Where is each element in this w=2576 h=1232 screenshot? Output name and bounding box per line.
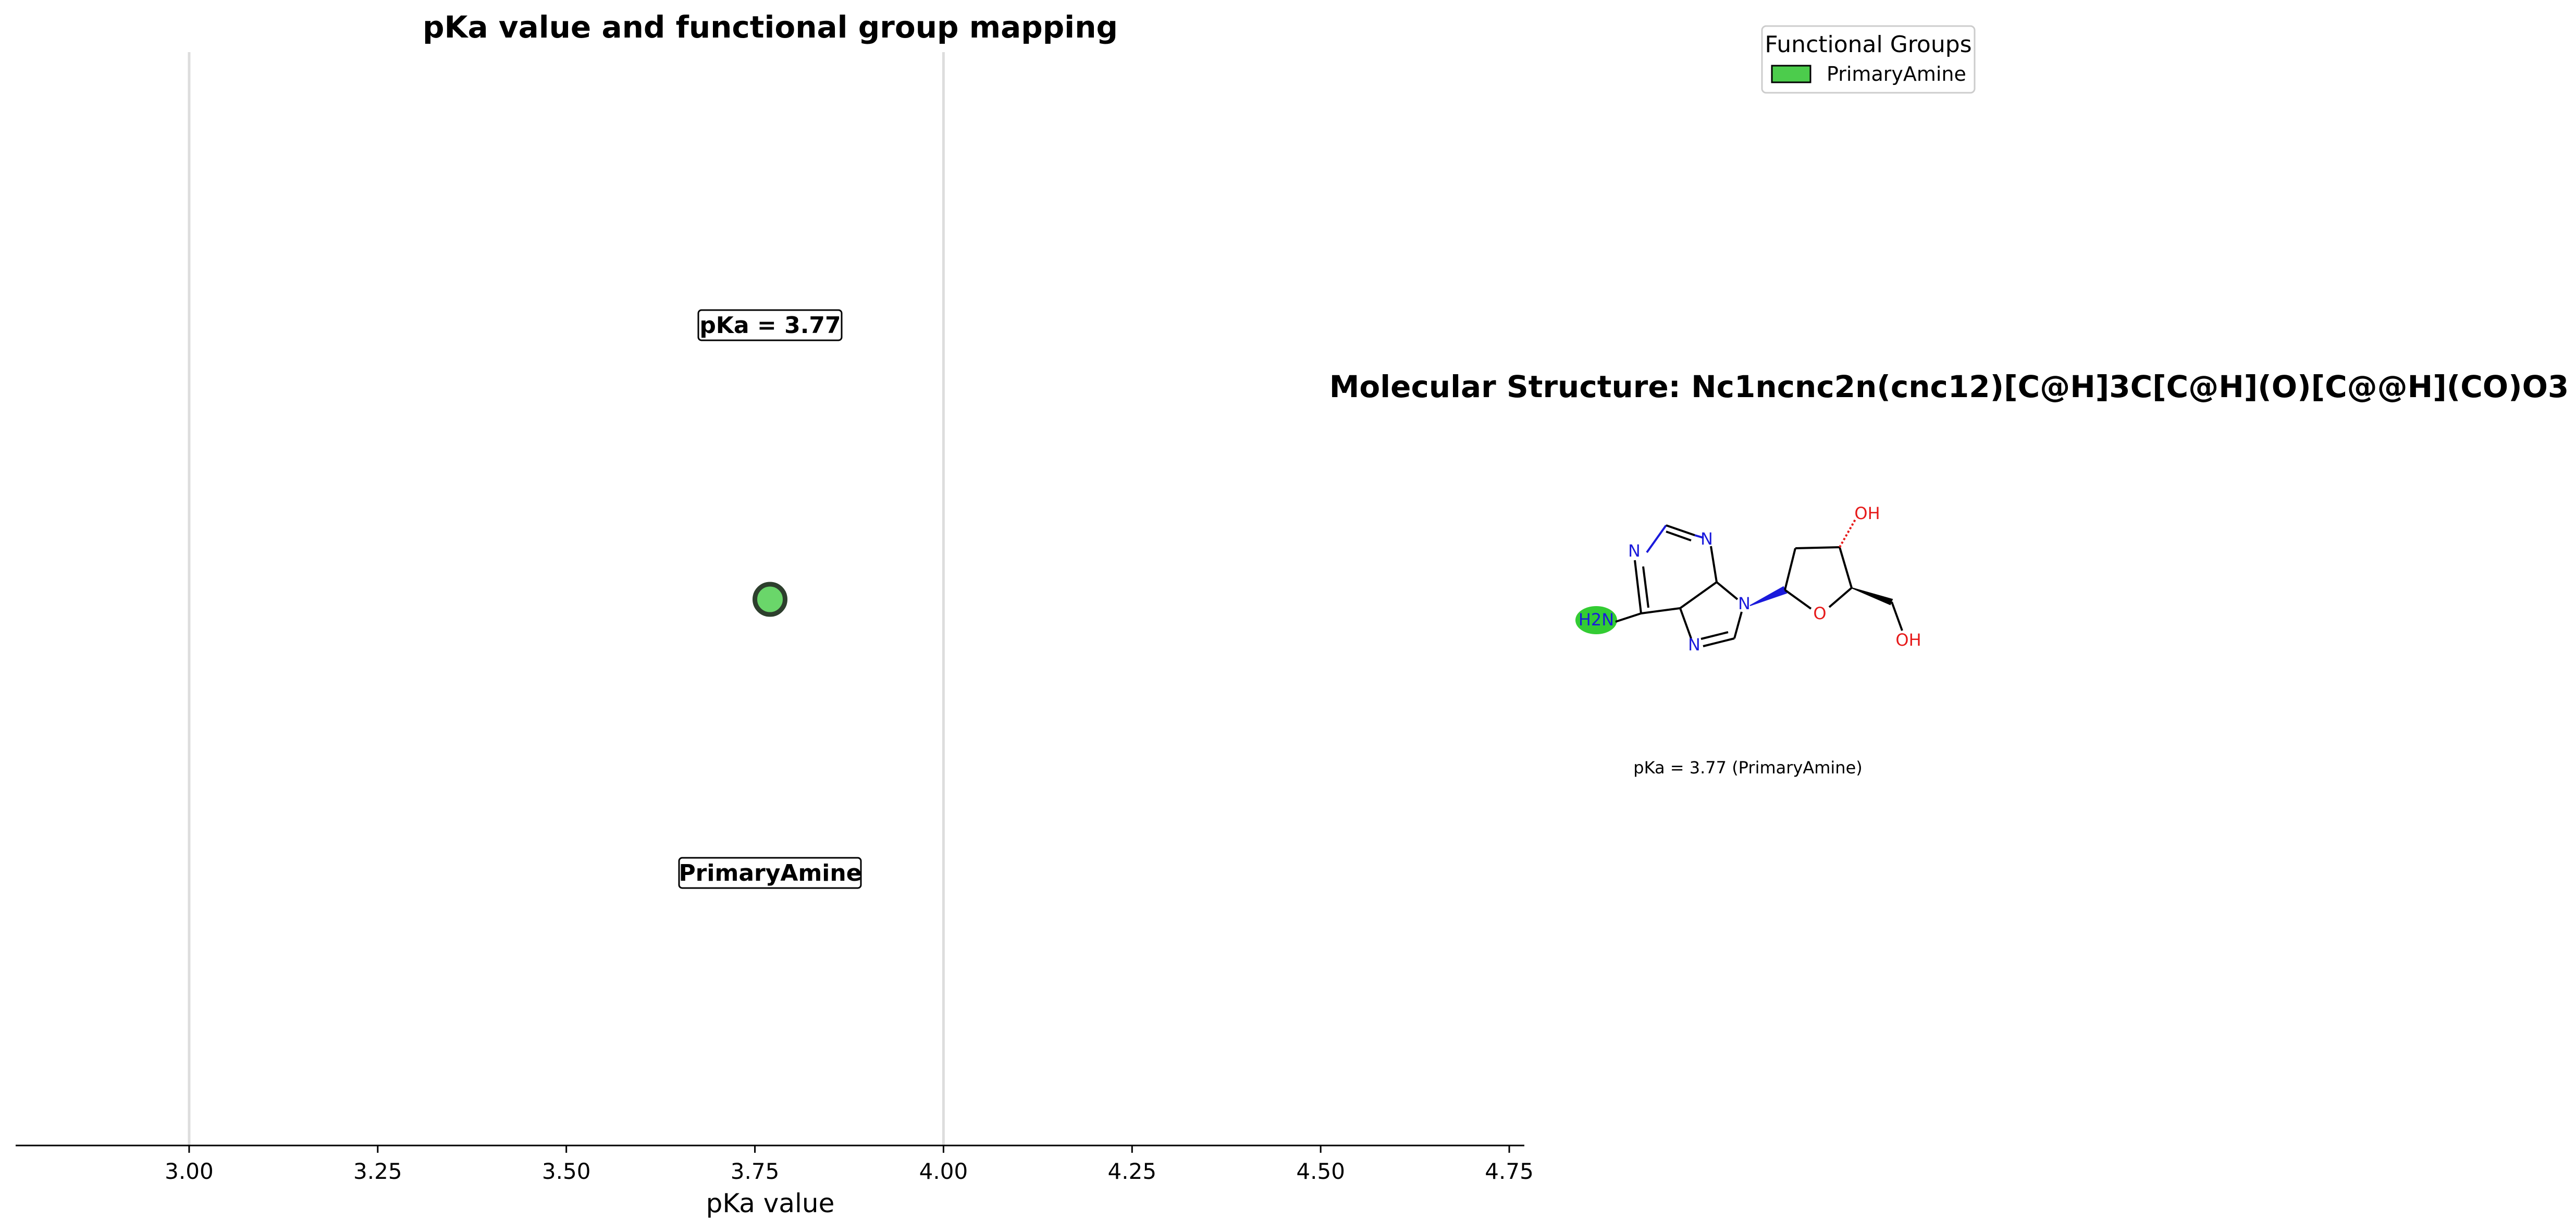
pka-value-label: pKa = 3.77	[699, 312, 841, 339]
group-label: PrimaryAmine	[679, 860, 861, 886]
molecule-title: Molecular Structure: Nc1ncnc2n(cnc12)[C@…	[1329, 369, 2569, 404]
pka-value-annotation: pKa = 3.77	[697, 309, 843, 341]
atom-n3: N	[1700, 529, 1713, 549]
atom-hydroxyl-5: OH	[1895, 630, 1921, 650]
x-tick-label: 3.25	[353, 1159, 402, 1184]
bond	[1615, 612, 1642, 623]
x-axis-title: pKa value	[706, 1188, 835, 1218]
x-tick-label: 3.50	[542, 1159, 591, 1184]
bond	[1839, 519, 1856, 548]
bond	[1839, 547, 1853, 588]
group-annotation: PrimaryAmine	[678, 857, 862, 889]
x-tick-label: 3.00	[165, 1159, 214, 1184]
pka-value-box	[697, 309, 843, 341]
group-label-box	[678, 857, 862, 889]
bond	[1710, 546, 1718, 583]
bond	[1784, 589, 1812, 610]
amine-highlight	[1575, 606, 1617, 634]
bond	[1666, 524, 1695, 536]
legend: Functional Groups PrimaryAmine	[1761, 25, 1976, 94]
bond	[1716, 581, 1739, 600]
x-tick-label: 4.50	[1296, 1159, 1345, 1184]
atom-hydroxyl-3: OH	[1854, 503, 1880, 523]
reference-lines	[188, 52, 945, 1145]
bond	[1828, 587, 1853, 608]
x-tick-label: 4.75	[1485, 1159, 1534, 1184]
bond	[1733, 611, 1743, 639]
bond	[1666, 531, 1692, 541]
bond	[1642, 566, 1649, 608]
bond	[1784, 548, 1796, 590]
bond	[1646, 524, 1667, 553]
bond	[1634, 560, 1642, 614]
chart-title: pKa value and functional group mapping	[423, 9, 1118, 45]
data-point	[753, 582, 787, 617]
bond	[1891, 601, 1903, 631]
wedge-bond	[1851, 587, 1893, 606]
bond	[1694, 534, 1704, 539]
atom-n9: N	[1738, 594, 1751, 613]
bond	[1700, 631, 1729, 640]
atom-amine: H2N	[1579, 610, 1614, 630]
data-points	[753, 582, 787, 617]
molecule-caption: pKa = 3.77 (PrimaryAmine)	[1633, 758, 1862, 778]
wedge-bond	[1749, 586, 1788, 606]
bond	[1679, 608, 1692, 639]
x-ticks: 3.00 3.25 3.50 3.75 4.00 4.25 4.50 4.75	[165, 1145, 1534, 1184]
legend-frame	[1761, 25, 1976, 94]
legend-label-primary-amine: PrimaryAmine	[1827, 63, 1966, 85]
atom-n7: N	[1688, 635, 1700, 655]
atom-n1: N	[1628, 541, 1641, 561]
x-tick-label: 4.25	[1108, 1159, 1157, 1184]
bond	[1703, 637, 1735, 647]
bond	[1795, 546, 1840, 549]
legend-swatch-primary-amine	[1771, 65, 1811, 83]
legend-title: Functional Groups	[1765, 31, 1971, 58]
x-tick-label: 4.00	[919, 1159, 968, 1184]
bond	[1641, 607, 1681, 614]
molecule-drawing	[1575, 519, 1903, 647]
x-tick-label: 3.75	[731, 1159, 780, 1184]
bond	[1679, 581, 1718, 609]
atom-ring-oxygen: O	[1813, 603, 1826, 623]
